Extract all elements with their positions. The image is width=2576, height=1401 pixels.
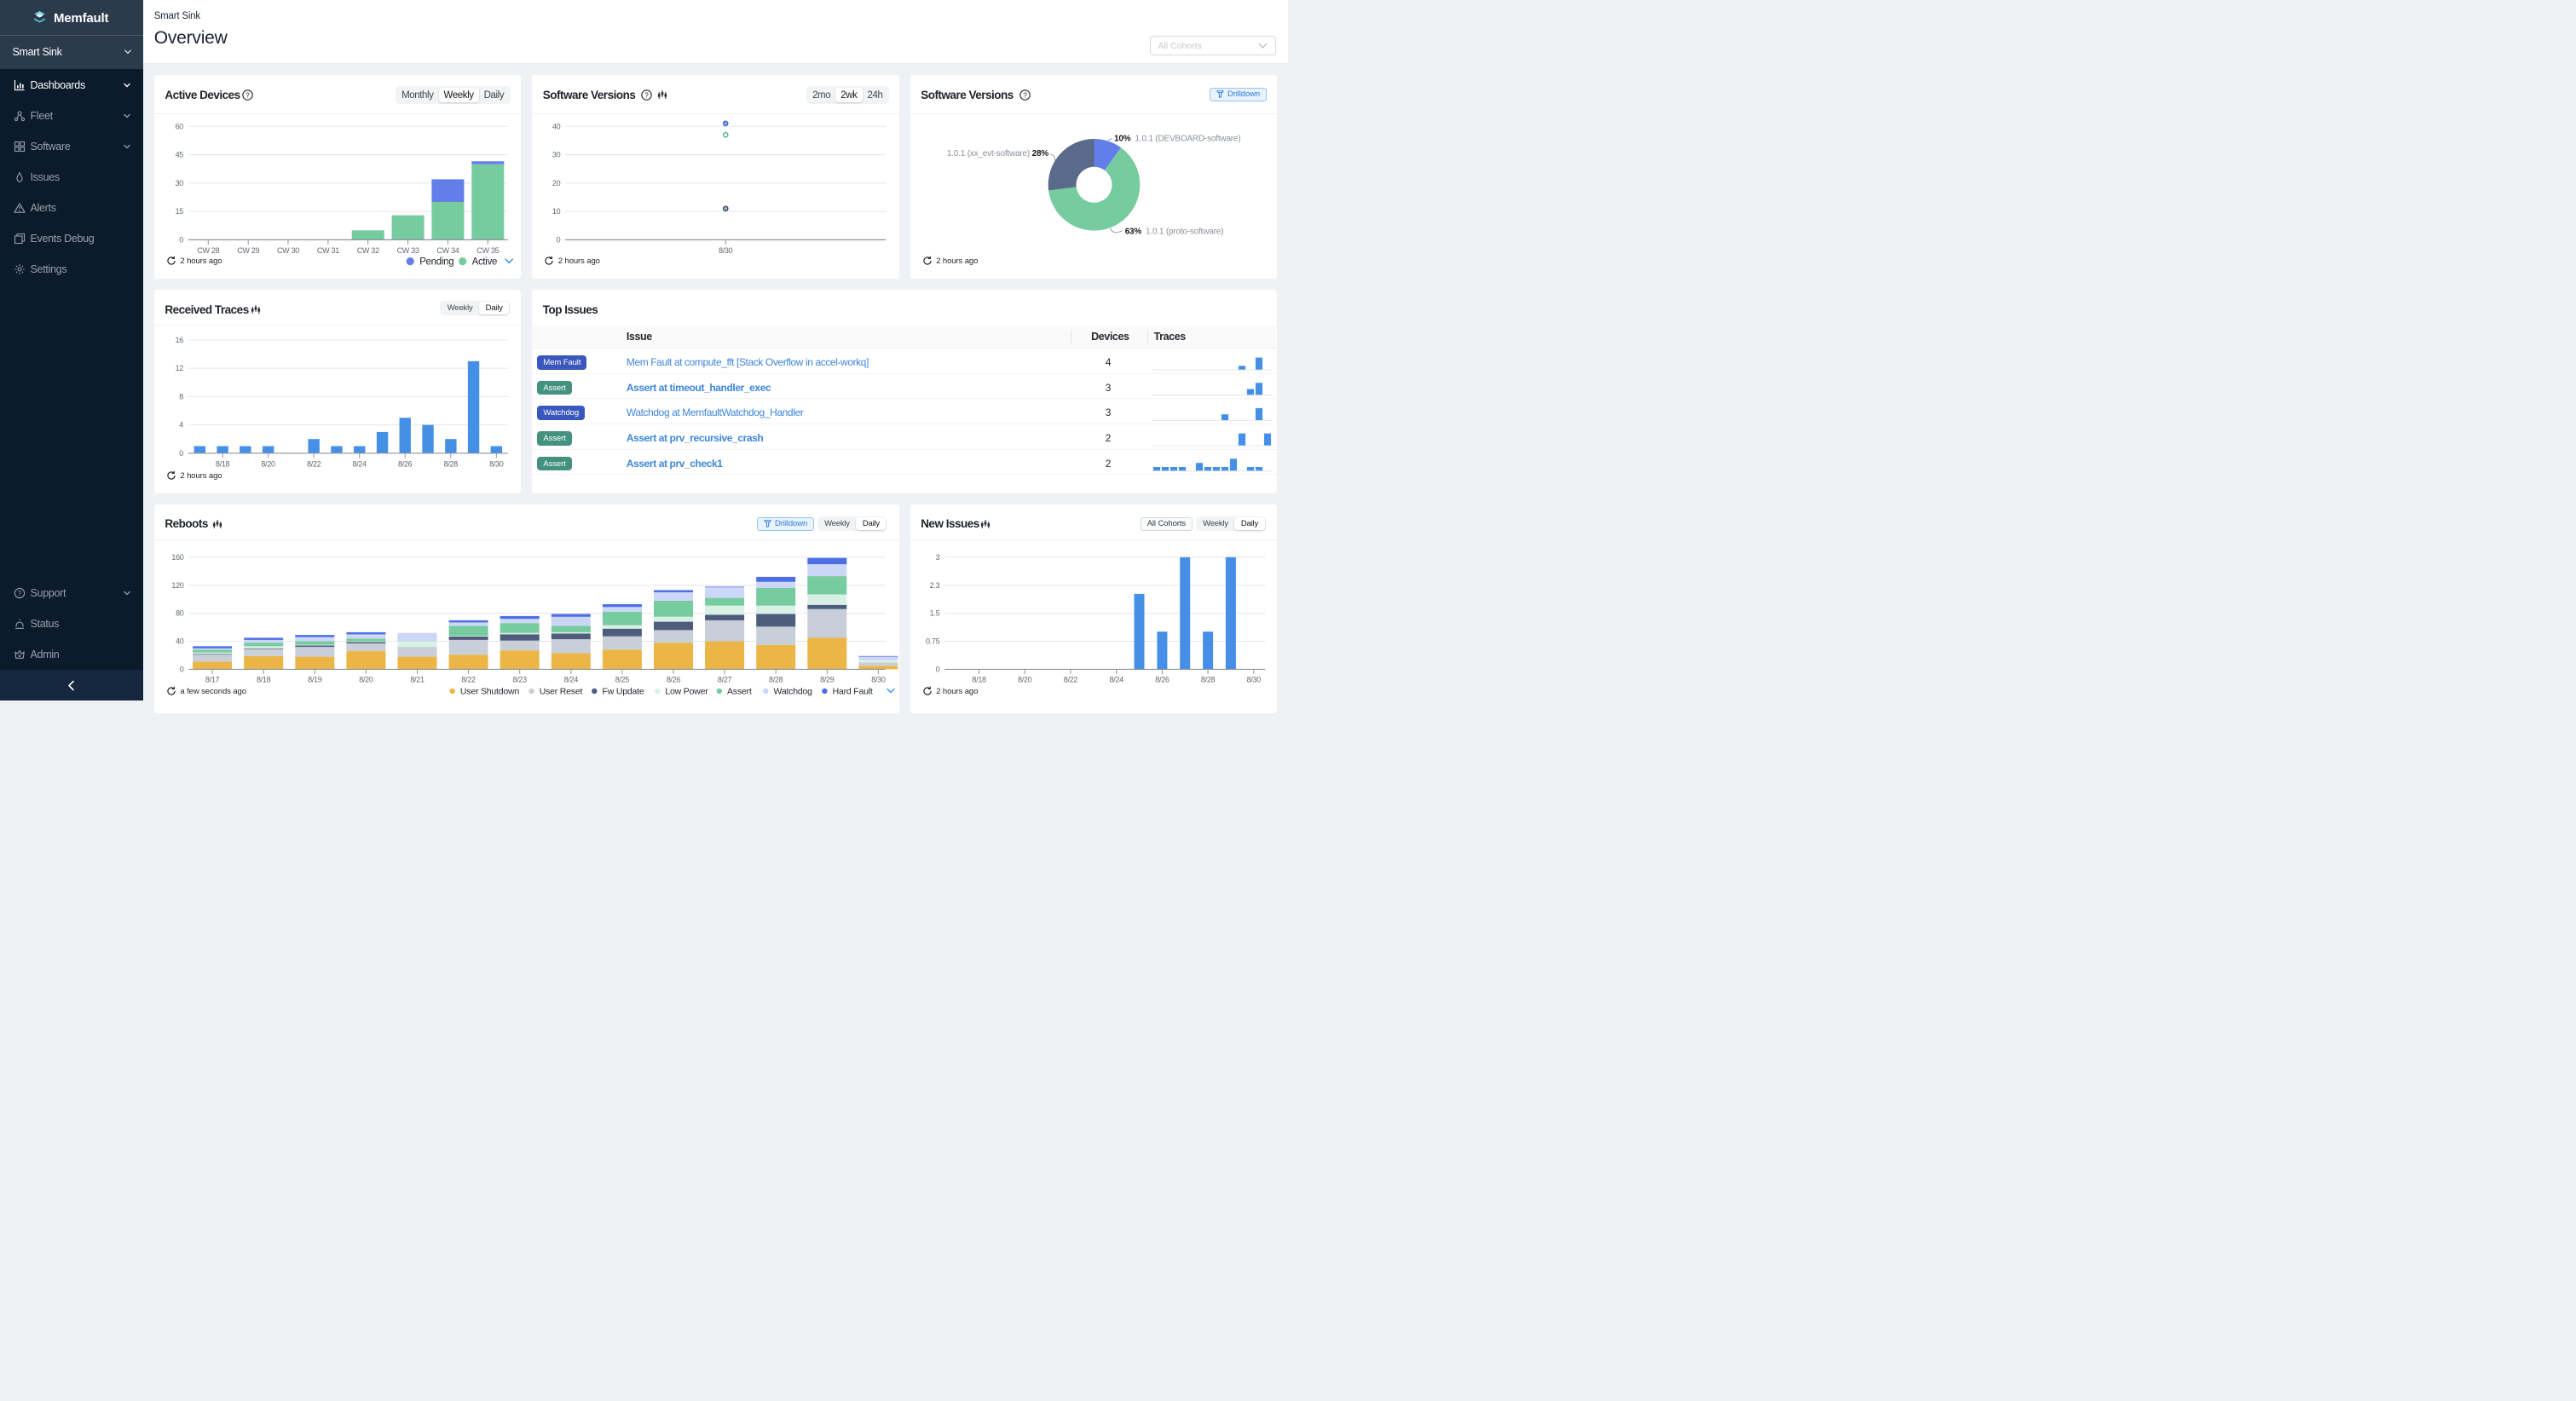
svg-text:28%: 28% bbox=[1031, 149, 1048, 159]
svg-text:8/18: 8/18 bbox=[216, 459, 230, 468]
svg-text:8/18: 8/18 bbox=[972, 675, 986, 683]
svg-text:30: 30 bbox=[552, 151, 561, 159]
svg-text:8/30: 8/30 bbox=[1246, 675, 1261, 683]
svg-text:Fw Update: Fw Update bbox=[602, 686, 644, 696]
svg-text:60: 60 bbox=[175, 122, 183, 130]
svg-text:0.75: 0.75 bbox=[925, 637, 939, 645]
svg-text:30: 30 bbox=[175, 179, 183, 187]
svg-text:120: 120 bbox=[171, 580, 183, 589]
svg-text:1.0.1 (proto-software): 1.0.1 (proto-software) bbox=[1146, 228, 1223, 237]
svg-text:8: 8 bbox=[179, 392, 183, 401]
svg-text:8/28: 8/28 bbox=[769, 675, 783, 683]
svg-text:8/28: 8/28 bbox=[443, 459, 458, 468]
svg-text:80: 80 bbox=[176, 608, 184, 617]
svg-text:CW 33: CW 33 bbox=[396, 246, 419, 255]
svg-text:Watchdog: Watchdog bbox=[773, 686, 812, 696]
svg-text:40: 40 bbox=[552, 122, 561, 130]
svg-text:2.3: 2.3 bbox=[929, 580, 939, 589]
svg-text:8/27: 8/27 bbox=[718, 675, 732, 683]
svg-text:8/24: 8/24 bbox=[1109, 675, 1123, 683]
svg-text:CW 31: CW 31 bbox=[317, 246, 339, 255]
svg-text:8/20: 8/20 bbox=[1018, 675, 1032, 683]
svg-text:20: 20 bbox=[552, 179, 561, 187]
svg-text:0: 0 bbox=[179, 665, 183, 673]
svg-text:8/22: 8/22 bbox=[461, 675, 476, 683]
svg-text:12: 12 bbox=[175, 364, 183, 372]
svg-text:8/22: 8/22 bbox=[307, 459, 321, 468]
svg-text:8/28: 8/28 bbox=[1200, 675, 1215, 683]
svg-text:0: 0 bbox=[557, 235, 561, 244]
svg-text:10%: 10% bbox=[1114, 135, 1131, 144]
svg-text:45: 45 bbox=[175, 151, 183, 159]
svg-text:8/29: 8/29 bbox=[820, 675, 835, 683]
svg-text:63%: 63% bbox=[1124, 228, 1141, 237]
svg-text:3: 3 bbox=[935, 553, 939, 562]
svg-text:15: 15 bbox=[175, 207, 183, 216]
svg-text:User Shutdown: User Shutdown bbox=[460, 686, 520, 696]
svg-text:CW 30: CW 30 bbox=[277, 246, 299, 255]
svg-text:Hard Fault: Hard Fault bbox=[832, 686, 872, 696]
svg-text:?: ? bbox=[644, 91, 649, 99]
svg-text:Assert: Assert bbox=[727, 686, 752, 696]
svg-text:8/21: 8/21 bbox=[410, 675, 425, 683]
svg-text:8/30: 8/30 bbox=[719, 246, 733, 255]
svg-text:8/30: 8/30 bbox=[489, 459, 504, 468]
svg-text:Low Power: Low Power bbox=[665, 686, 708, 696]
svg-text:8/30: 8/30 bbox=[871, 675, 886, 683]
svg-text:Active: Active bbox=[471, 257, 497, 268]
svg-text:1.0.1 (xx_evt-software): 1.0.1 (xx_evt-software) bbox=[946, 149, 1029, 159]
svg-text:40: 40 bbox=[176, 637, 184, 645]
svg-text:8/25: 8/25 bbox=[615, 675, 629, 683]
svg-text:0: 0 bbox=[179, 449, 183, 458]
svg-text:8/23: 8/23 bbox=[512, 675, 527, 683]
svg-text:CW 29: CW 29 bbox=[237, 246, 259, 255]
svg-text:16: 16 bbox=[175, 336, 183, 344]
svg-text:?: ? bbox=[1023, 91, 1027, 99]
svg-text:?: ? bbox=[245, 91, 250, 99]
svg-text:8/18: 8/18 bbox=[257, 675, 271, 683]
svg-text:CW 32: CW 32 bbox=[356, 246, 378, 255]
svg-text:CW 34: CW 34 bbox=[436, 246, 459, 255]
svg-text:8/20: 8/20 bbox=[261, 459, 275, 468]
svg-text:0: 0 bbox=[179, 235, 183, 244]
svg-text:10: 10 bbox=[552, 207, 561, 216]
svg-text:8/17: 8/17 bbox=[205, 675, 220, 683]
svg-text:8/26: 8/26 bbox=[398, 459, 413, 468]
svg-text:8/24: 8/24 bbox=[563, 675, 578, 683]
svg-text:1.5: 1.5 bbox=[929, 608, 939, 617]
svg-text:CW 28: CW 28 bbox=[197, 246, 219, 255]
svg-text:8/24: 8/24 bbox=[352, 459, 367, 468]
svg-text:8/26: 8/26 bbox=[1155, 675, 1170, 683]
svg-text:User Reset: User Reset bbox=[539, 686, 582, 696]
svg-text:4: 4 bbox=[179, 421, 183, 430]
svg-text:8/22: 8/22 bbox=[1063, 675, 1077, 683]
svg-text:Pending: Pending bbox=[419, 257, 453, 268]
svg-text:8/26: 8/26 bbox=[667, 675, 681, 683]
svg-text:8/20: 8/20 bbox=[359, 675, 373, 683]
svg-text:160: 160 bbox=[171, 553, 183, 562]
svg-text:8/19: 8/19 bbox=[308, 675, 322, 683]
svg-text:CW 35: CW 35 bbox=[477, 246, 499, 255]
svg-text:?: ? bbox=[18, 589, 22, 597]
svg-text:0: 0 bbox=[935, 665, 939, 673]
svg-text:1.0.1 (DEVBOARD-software): 1.0.1 (DEVBOARD-software) bbox=[1135, 135, 1240, 144]
